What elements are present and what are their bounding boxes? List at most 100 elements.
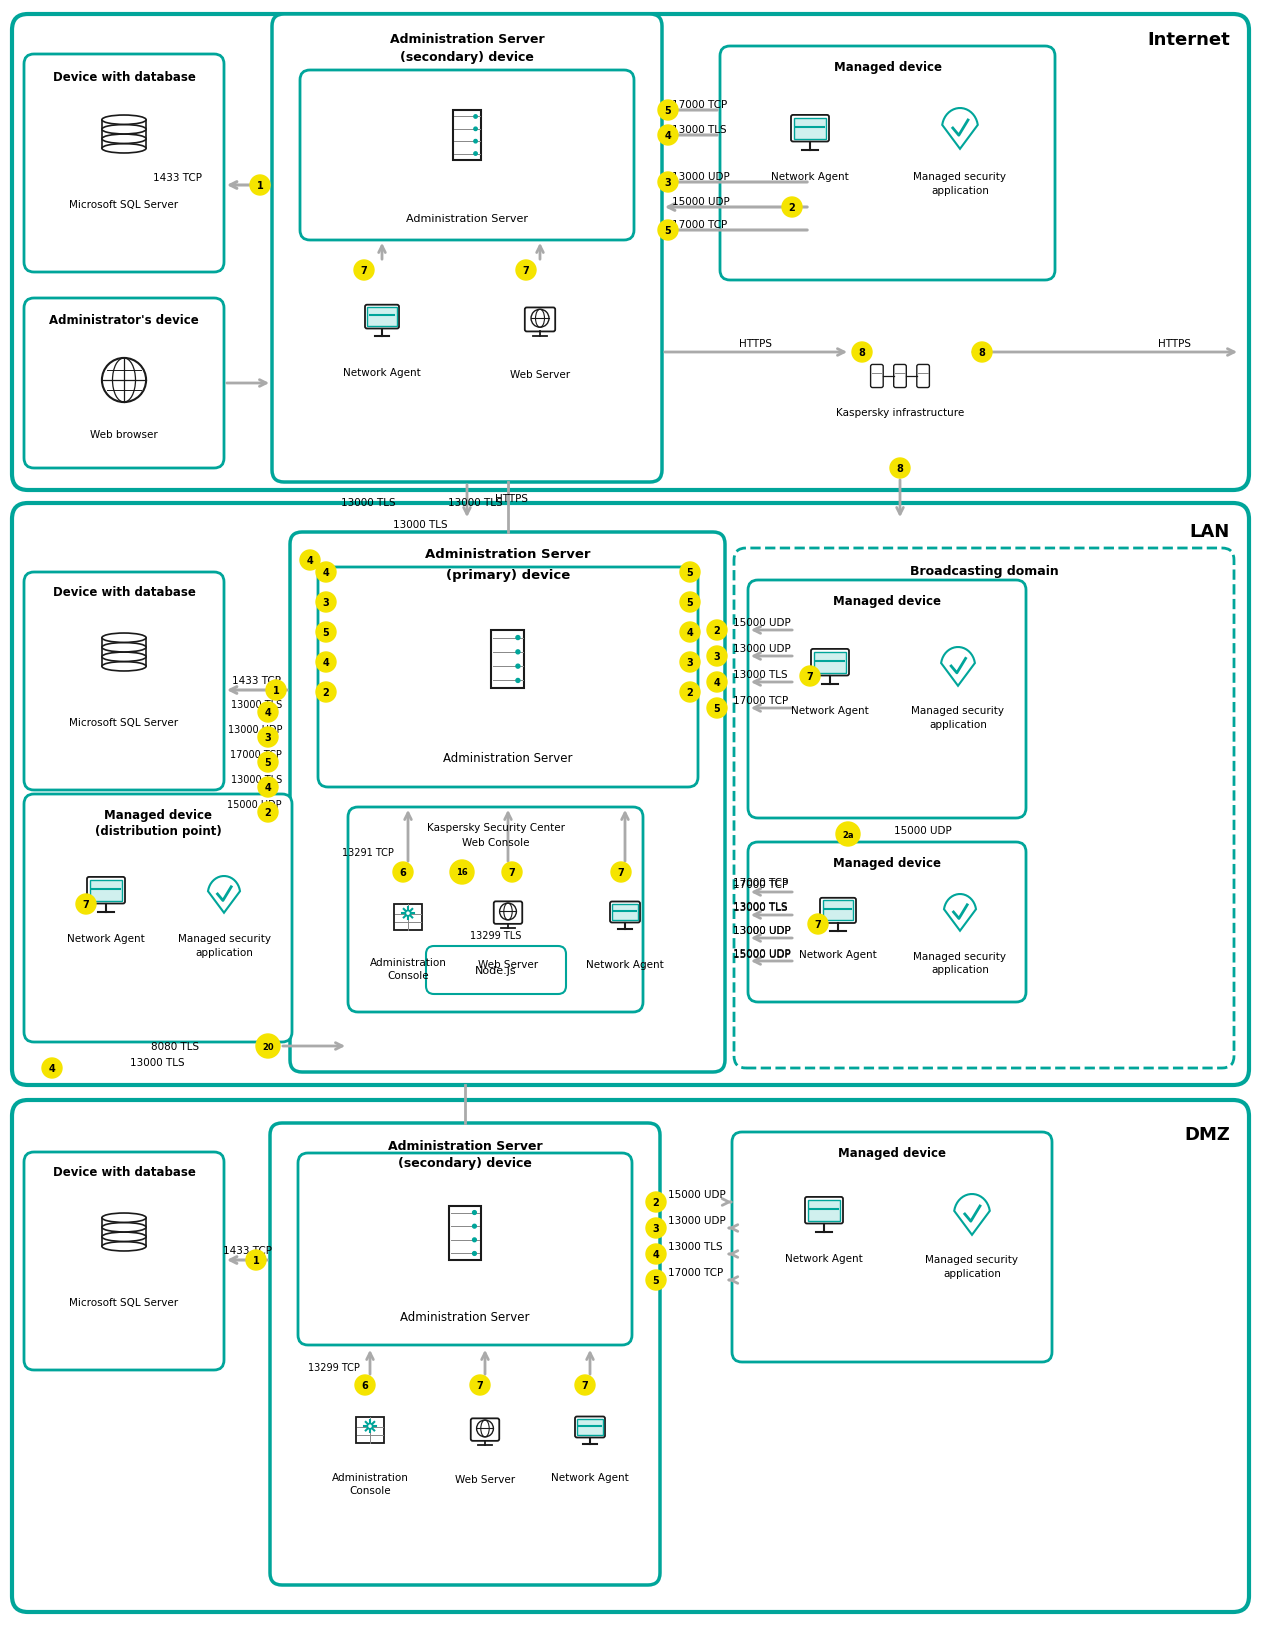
Text: 7: 7 bbox=[618, 867, 624, 877]
Text: 8: 8 bbox=[897, 463, 903, 474]
Circle shape bbox=[266, 681, 286, 701]
Text: 15000 UDP: 15000 UDP bbox=[733, 618, 791, 628]
Text: Managed security: Managed security bbox=[913, 171, 1006, 183]
Text: 4: 4 bbox=[323, 567, 329, 577]
Ellipse shape bbox=[102, 1232, 146, 1242]
Text: application: application bbox=[943, 1268, 1001, 1278]
Text: Managed device: Managed device bbox=[839, 1146, 946, 1159]
FancyBboxPatch shape bbox=[793, 119, 826, 140]
Ellipse shape bbox=[102, 1222, 146, 1232]
Text: 5: 5 bbox=[687, 598, 694, 608]
Circle shape bbox=[473, 1252, 477, 1255]
Text: application: application bbox=[195, 947, 253, 957]
Circle shape bbox=[317, 562, 335, 582]
Text: Managed device: Managed device bbox=[834, 595, 941, 606]
Text: Administration Server: Administration Server bbox=[425, 548, 590, 561]
Text: 13000 UDP: 13000 UDP bbox=[733, 926, 791, 936]
Bar bbox=[102, 639, 146, 667]
Text: 1: 1 bbox=[252, 1255, 260, 1265]
Text: Administration Server: Administration Server bbox=[406, 214, 528, 223]
Text: 13291 TCP: 13291 TCP bbox=[342, 848, 393, 857]
FancyBboxPatch shape bbox=[612, 905, 638, 921]
FancyBboxPatch shape bbox=[90, 880, 122, 901]
Text: Managed device: Managed device bbox=[834, 60, 942, 73]
FancyBboxPatch shape bbox=[811, 649, 849, 676]
FancyBboxPatch shape bbox=[894, 365, 907, 388]
FancyBboxPatch shape bbox=[300, 72, 634, 241]
Text: 7: 7 bbox=[83, 900, 90, 910]
Text: Microsoft SQL Server: Microsoft SQL Server bbox=[69, 1297, 179, 1307]
Text: 8: 8 bbox=[979, 347, 985, 357]
Text: HTTPS: HTTPS bbox=[1159, 339, 1192, 349]
FancyBboxPatch shape bbox=[492, 631, 525, 688]
Circle shape bbox=[612, 862, 630, 882]
Text: 20: 20 bbox=[262, 1042, 274, 1051]
Text: Network Agent: Network Agent bbox=[343, 368, 421, 378]
Circle shape bbox=[317, 652, 335, 673]
FancyBboxPatch shape bbox=[822, 901, 854, 921]
Text: 5: 5 bbox=[265, 758, 271, 768]
Text: Administration Server: Administration Server bbox=[387, 1139, 542, 1152]
Text: 13000 UDP: 13000 UDP bbox=[733, 926, 791, 936]
Text: Console: Console bbox=[387, 970, 429, 980]
Text: 1: 1 bbox=[257, 181, 264, 191]
Ellipse shape bbox=[102, 662, 146, 672]
Text: Web Server: Web Server bbox=[509, 370, 570, 380]
Text: Web browser: Web browser bbox=[90, 430, 158, 440]
Text: Network Agent: Network Agent bbox=[772, 171, 849, 183]
Text: 2a: 2a bbox=[842, 830, 854, 839]
Text: Node.js: Node.js bbox=[475, 965, 517, 975]
FancyBboxPatch shape bbox=[24, 298, 224, 469]
Ellipse shape bbox=[102, 644, 146, 652]
Text: 2: 2 bbox=[653, 1198, 660, 1208]
FancyBboxPatch shape bbox=[367, 308, 397, 328]
Circle shape bbox=[575, 1376, 595, 1395]
FancyBboxPatch shape bbox=[820, 898, 856, 924]
Text: 1433 TCP: 1433 TCP bbox=[222, 1245, 271, 1255]
Text: 13000 UDP: 13000 UDP bbox=[733, 644, 791, 654]
Circle shape bbox=[516, 665, 520, 668]
Circle shape bbox=[367, 1423, 373, 1430]
Text: 4: 4 bbox=[653, 1249, 660, 1260]
FancyBboxPatch shape bbox=[24, 794, 293, 1042]
Text: Network Agent: Network Agent bbox=[791, 706, 869, 716]
Text: 15000 UDP: 15000 UDP bbox=[668, 1190, 726, 1200]
Text: 13000 TLS: 13000 TLS bbox=[672, 126, 726, 135]
Text: 4: 4 bbox=[323, 657, 329, 668]
Circle shape bbox=[680, 623, 700, 642]
Text: 7: 7 bbox=[508, 867, 516, 877]
Text: 17000 TCP: 17000 TCP bbox=[672, 99, 728, 109]
Polygon shape bbox=[208, 877, 240, 913]
FancyBboxPatch shape bbox=[24, 55, 224, 272]
FancyBboxPatch shape bbox=[734, 549, 1235, 1068]
Circle shape bbox=[680, 652, 700, 673]
Text: 2: 2 bbox=[788, 202, 796, 214]
Polygon shape bbox=[942, 109, 977, 150]
Text: Managed security: Managed security bbox=[912, 706, 1005, 716]
Circle shape bbox=[707, 673, 728, 693]
Circle shape bbox=[450, 861, 474, 885]
Circle shape bbox=[474, 140, 477, 143]
Text: Managed device: Managed device bbox=[103, 808, 212, 822]
Text: 3: 3 bbox=[653, 1222, 660, 1234]
Text: 17000 TCP: 17000 TCP bbox=[672, 220, 728, 230]
FancyBboxPatch shape bbox=[525, 308, 555, 333]
Text: 17000 TCP: 17000 TCP bbox=[733, 880, 788, 890]
Circle shape bbox=[852, 342, 873, 363]
Circle shape bbox=[808, 914, 828, 934]
FancyBboxPatch shape bbox=[356, 1418, 385, 1443]
FancyBboxPatch shape bbox=[813, 652, 846, 673]
Circle shape bbox=[405, 911, 411, 916]
FancyBboxPatch shape bbox=[610, 901, 641, 923]
Circle shape bbox=[680, 562, 700, 582]
Text: 13000 TLS: 13000 TLS bbox=[733, 901, 788, 911]
Circle shape bbox=[259, 703, 277, 722]
Circle shape bbox=[259, 753, 277, 773]
Text: 13000 TLS: 13000 TLS bbox=[130, 1058, 184, 1068]
Text: 2: 2 bbox=[687, 688, 694, 698]
FancyBboxPatch shape bbox=[720, 47, 1055, 280]
FancyBboxPatch shape bbox=[791, 116, 828, 142]
Circle shape bbox=[646, 1218, 666, 1239]
Text: DMZ: DMZ bbox=[1184, 1125, 1229, 1143]
Text: 17000 TCP: 17000 TCP bbox=[668, 1267, 724, 1278]
